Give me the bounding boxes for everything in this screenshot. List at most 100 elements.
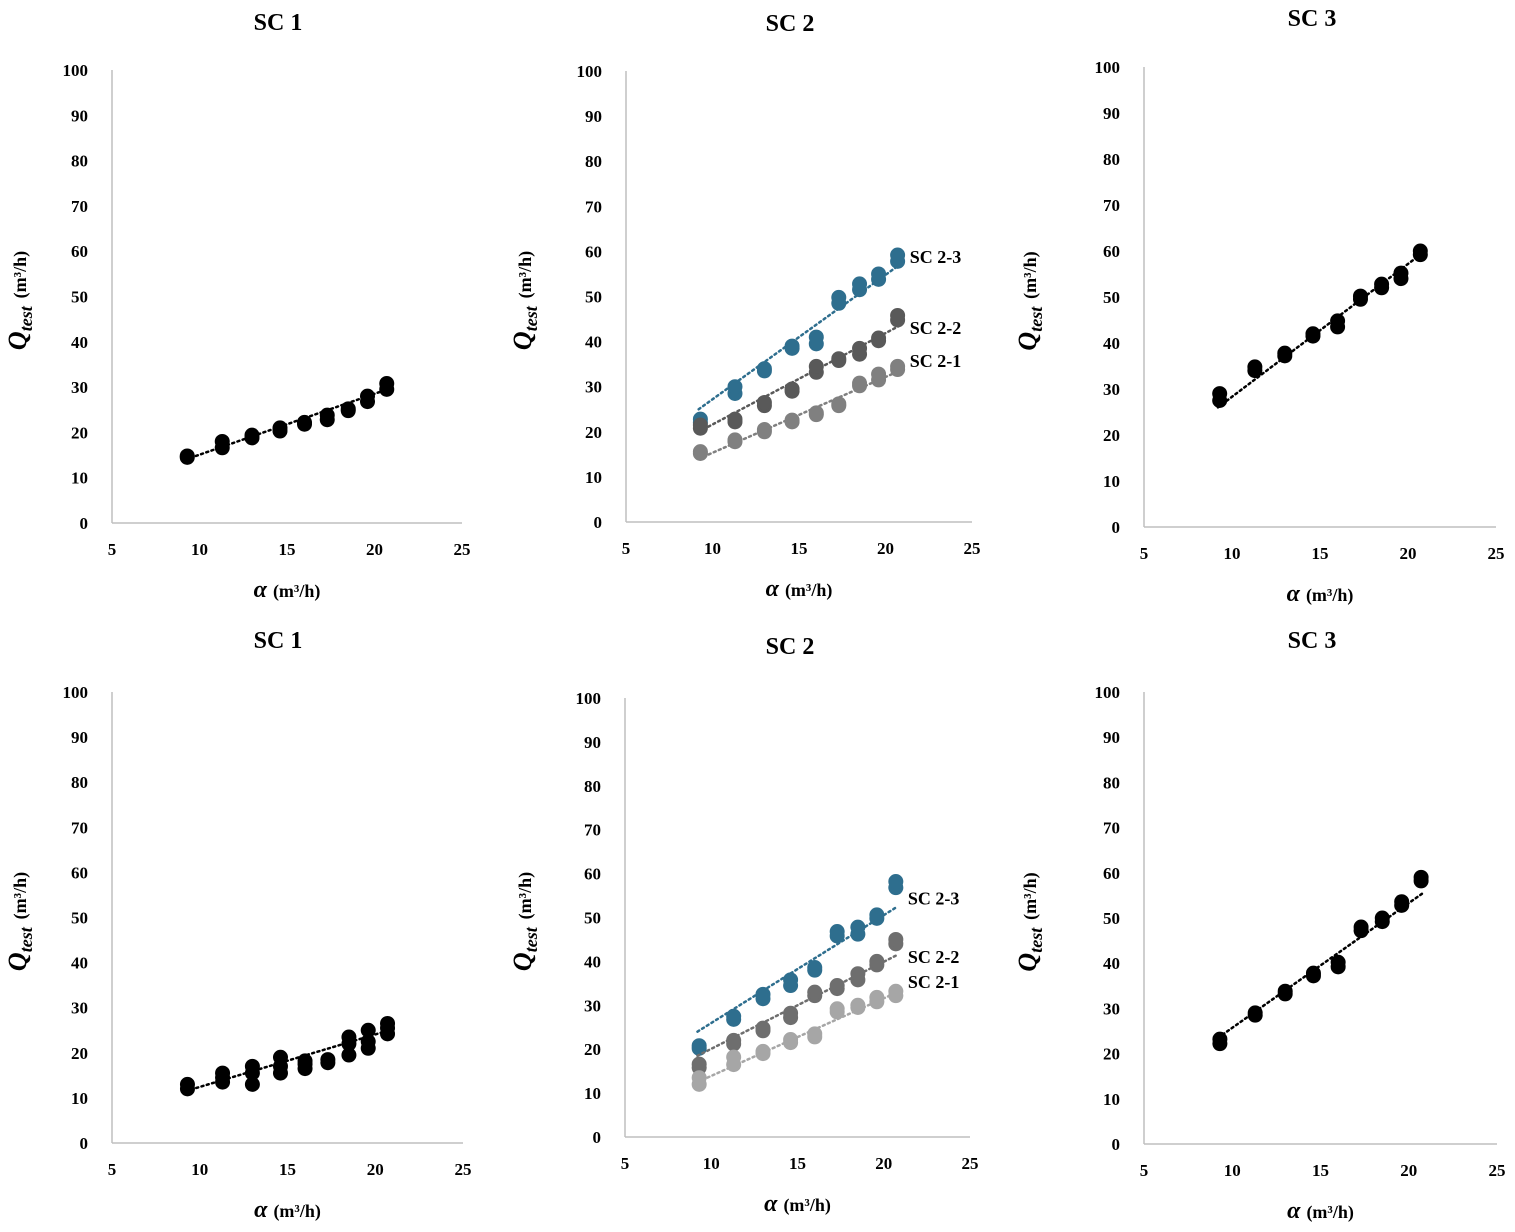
- y-tick-label: 80: [71, 773, 88, 792]
- chart-title: SC 3: [1288, 6, 1337, 32]
- data-point: [869, 953, 885, 969]
- y-tick-label: 70: [585, 197, 602, 216]
- chart-title: SC 3: [1288, 628, 1337, 654]
- data-point: [850, 966, 866, 982]
- x-axis-symbol: α: [766, 576, 780, 602]
- x-tick-label: 10: [1224, 544, 1241, 563]
- x-tick-label: 15: [789, 1154, 806, 1173]
- data-point: [807, 984, 823, 1000]
- x-tick-label: 20: [1400, 544, 1417, 563]
- y-tick-label: 0: [1112, 518, 1121, 537]
- y-tick-label: 50: [71, 909, 88, 928]
- x-axis-unit: (m³/h): [1306, 585, 1353, 606]
- y-tick-label: 60: [71, 242, 88, 261]
- data-point: [379, 375, 395, 391]
- data-point: [1374, 276, 1390, 292]
- x-tick-label: 25: [1489, 1161, 1506, 1180]
- x-tick-label: 10: [191, 540, 208, 559]
- data-point: [297, 414, 312, 430]
- data-point: [214, 433, 230, 449]
- series-sc-2-1: [691, 983, 904, 1092]
- x-tick-label: 20: [367, 1160, 384, 1179]
- chart-title: SC 1: [254, 10, 303, 36]
- y-tick-label: 90: [1103, 104, 1120, 123]
- y-tick-label: 60: [1103, 242, 1120, 261]
- series-sc-1: [179, 375, 395, 465]
- y-tick-label: 20: [1103, 426, 1120, 445]
- data-point: [244, 1058, 260, 1074]
- y-tick-label: 100: [63, 683, 89, 702]
- data-point: [783, 1032, 799, 1048]
- y-tick-label: 20: [585, 423, 602, 442]
- y-axis-label: Qtest (m³/h): [1013, 251, 1046, 350]
- y-axis-subscript: test: [16, 305, 36, 331]
- data-point: [360, 1034, 376, 1050]
- chart-title: SC 2: [766, 634, 815, 660]
- x-axis-symbol: α: [1287, 1198, 1301, 1224]
- y-tick-label: 70: [1103, 819, 1120, 838]
- data-point: [831, 289, 847, 305]
- data-point: [808, 358, 824, 374]
- data-point: [869, 907, 885, 923]
- data-point: [831, 396, 847, 412]
- data-point: [871, 266, 887, 282]
- x-axis-unit: (m³/h): [785, 580, 832, 601]
- data-point: [319, 407, 335, 423]
- y-tick-label: 10: [584, 1084, 601, 1103]
- x-axis-label: α (m³/h): [1287, 1198, 1354, 1224]
- y-axis-label: Qtest (m³/h): [508, 251, 541, 350]
- y-tick-label: 20: [1103, 1045, 1120, 1064]
- data-point: [297, 1053, 313, 1069]
- y-tick-label: 80: [584, 777, 601, 796]
- series-label: SC 2-1: [908, 972, 960, 992]
- data-point: [784, 381, 800, 397]
- y-tick-label: 90: [71, 106, 88, 125]
- y-tick-label: 90: [585, 107, 602, 126]
- series-label: SC 2-2: [910, 318, 962, 338]
- y-tick-label: 30: [71, 999, 88, 1018]
- x-tick-label: 10: [703, 1154, 720, 1173]
- x-axis-label: α (m³/h): [1287, 581, 1354, 607]
- x-tick-label: 25: [1488, 544, 1505, 563]
- y-tick-label: 50: [1103, 909, 1120, 928]
- x-tick-label: 25: [964, 539, 981, 558]
- x-tick-label: 20: [1400, 1161, 1417, 1180]
- x-tick-label: 5: [108, 540, 117, 559]
- y-tick-label: 100: [1095, 683, 1121, 702]
- x-tick-label: 20: [366, 540, 383, 559]
- data-point: [871, 366, 887, 382]
- y-tick-label: 40: [584, 952, 601, 971]
- data-point: [726, 1008, 742, 1024]
- x-tick-label: 15: [279, 540, 296, 559]
- x-tick-label: 15: [1312, 1161, 1329, 1180]
- data-point: [829, 978, 845, 994]
- data-point: [340, 401, 356, 417]
- series-sc-2-1: [692, 358, 906, 461]
- y-tick-label: 20: [584, 1040, 601, 1059]
- data-point: [850, 919, 866, 935]
- data-point: [1394, 894, 1410, 910]
- data-point: [890, 247, 906, 263]
- y-axis-symbol: Q: [3, 952, 32, 971]
- x-tick-label: 25: [455, 1160, 472, 1179]
- y-tick-label: 100: [63, 61, 89, 80]
- data-point: [1212, 386, 1228, 402]
- y-tick-label: 100: [577, 62, 603, 81]
- y-tick-label: 60: [1103, 864, 1120, 883]
- y-axis-unit: (m³/h): [10, 872, 31, 919]
- series-label: SC 2-3: [910, 247, 962, 267]
- x-axis-label: α (m³/h): [254, 577, 321, 603]
- y-tick-label: 30: [585, 378, 602, 397]
- data-point: [756, 394, 772, 410]
- y-tick-label: 60: [71, 863, 88, 882]
- series-sc-2-3: [691, 874, 904, 1056]
- data-point: [850, 997, 866, 1013]
- series-label: SC 2-2: [908, 947, 960, 967]
- data-point: [852, 340, 868, 356]
- data-point: [831, 351, 847, 367]
- data-point: [179, 1076, 195, 1092]
- data-point: [215, 1065, 231, 1081]
- data-point: [1247, 359, 1263, 375]
